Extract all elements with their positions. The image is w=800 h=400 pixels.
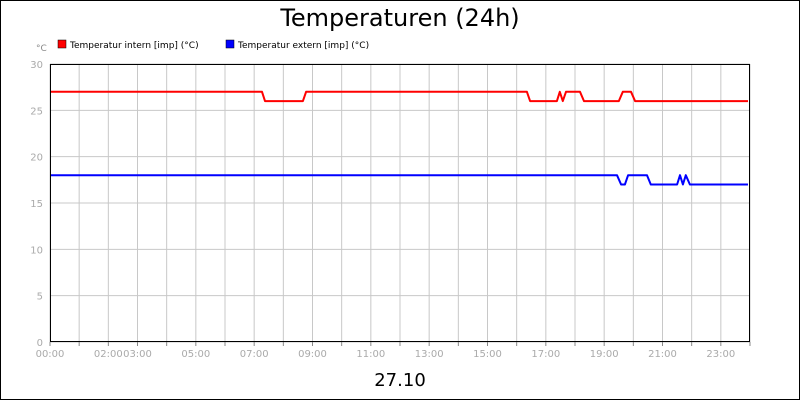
x-tick-label: 02:00: [94, 349, 123, 360]
x-tick-label: 19:00: [590, 349, 619, 360]
y-tick-label: 15: [30, 199, 43, 210]
x-tick-label: 05:00: [181, 349, 210, 360]
x-tick-label: 21:00: [648, 349, 677, 360]
y-tick-label: 10: [30, 245, 43, 256]
x-tick-label: 03:00: [123, 349, 152, 360]
x-tick-label: 07:00: [240, 349, 269, 360]
y-tick-label: 25: [30, 106, 43, 117]
legend-label: Temperatur intern [imp] (°C): [69, 41, 199, 51]
x-tick-label: 23:00: [706, 349, 735, 360]
y-tick-label: 20: [30, 153, 43, 164]
x-tick-label: 00:00: [36, 349, 65, 360]
y-axis-label: °C: [36, 44, 47, 54]
x-tick-label: 09:00: [298, 349, 327, 360]
x-tick-label: 11:00: [356, 349, 385, 360]
x-axis-label: 27.10: [374, 370, 426, 391]
data-line: [50, 90, 748, 103]
chart-title: Temperaturen (24h): [279, 4, 519, 32]
x-tick-label: 13:00: [415, 349, 444, 360]
data-line: [50, 174, 748, 186]
y-tick-label: 0: [37, 338, 43, 349]
legend-swatch: [57, 39, 67, 49]
y-tick-label: 30: [30, 60, 43, 71]
y-tick-label: 5: [37, 292, 43, 303]
legend-label: Temperatur extern [imp] (°C): [237, 41, 369, 51]
legend-swatch: [225, 39, 235, 49]
x-tick-label: 15:00: [473, 349, 502, 360]
x-tick-label: 17:00: [531, 349, 560, 360]
plot-border: [50, 64, 750, 342]
